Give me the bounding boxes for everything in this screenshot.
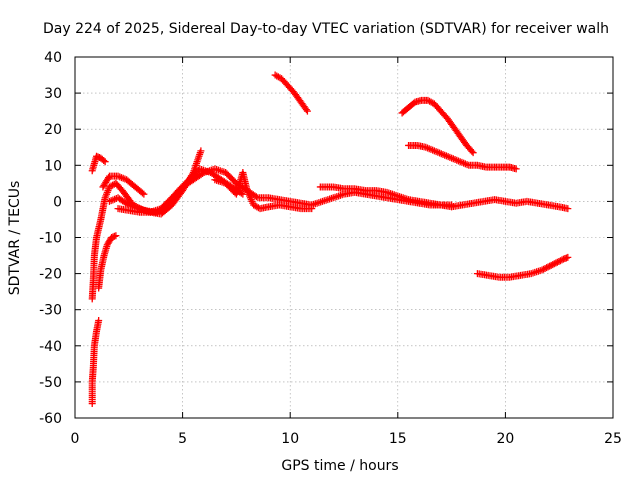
- series-arc-2: [88, 165, 247, 303]
- data-point: [556, 257, 564, 265]
- x-tick-label: 20: [496, 431, 514, 447]
- data-point: [550, 260, 558, 268]
- series-arc-10: [271, 71, 311, 115]
- data-point: [101, 158, 109, 166]
- series-arc-5: [99, 172, 148, 198]
- x-tick-label: 10: [281, 431, 299, 447]
- series-arc-8: [211, 169, 316, 213]
- y-axis-title: SDTVAR / TECUs: [7, 181, 23, 296]
- data-point: [188, 170, 196, 178]
- data-point: [549, 261, 557, 269]
- data-point: [123, 200, 131, 208]
- data-point: [140, 190, 148, 198]
- y-tick-label: -20: [39, 267, 62, 283]
- y-tick-label: -40: [39, 339, 62, 355]
- data-point: [555, 257, 563, 265]
- series-arc-11: [398, 96, 477, 157]
- axis-ticks: 0 5 10 15 20 25 -60 -50 -40 -30 -20 -10 0 10 20 30 40: [39, 50, 622, 447]
- data-point: [540, 265, 548, 273]
- x-tick-label: 25: [604, 431, 622, 447]
- x-tick-label: 15: [389, 431, 407, 447]
- x-axis-title: GPS time / hours: [281, 458, 398, 474]
- data-point: [512, 165, 520, 173]
- x-tick-label: 0: [71, 431, 80, 447]
- series-arc-13: [473, 253, 572, 281]
- data-point: [544, 263, 552, 271]
- data-point: [564, 205, 572, 213]
- series-arc-9: [316, 183, 456, 209]
- chart-title: Day 224 of 2025, Sidereal Day-to-day VTE…: [43, 21, 609, 37]
- data-point: [197, 147, 205, 155]
- y-tick-label: 40: [44, 50, 62, 66]
- data-point: [541, 264, 549, 272]
- data-point: [552, 259, 560, 267]
- data-point: [469, 149, 477, 157]
- data-point: [553, 258, 561, 266]
- data-point: [237, 189, 245, 197]
- y-tick-label: -60: [39, 411, 62, 427]
- data-point: [138, 189, 146, 197]
- data-point: [239, 190, 247, 198]
- data-point: [302, 106, 310, 114]
- data-point: [112, 232, 120, 240]
- y-tick-label: 20: [44, 122, 62, 138]
- series-arc-12: [405, 141, 520, 173]
- y-tick-label: 30: [44, 86, 62, 102]
- data-point: [564, 253, 572, 261]
- data-point: [199, 170, 207, 178]
- series-arc-3: [95, 232, 120, 292]
- y-tick-label: 0: [53, 194, 62, 210]
- y-tick-label: -50: [39, 375, 62, 391]
- data-point: [95, 317, 103, 325]
- data-point: [546, 262, 554, 270]
- series-arc-1: [88, 317, 103, 408]
- y-tick-label: 10: [44, 158, 62, 174]
- data-point: [543, 264, 551, 272]
- y-tick-label: -30: [39, 303, 62, 319]
- grid: [75, 57, 613, 418]
- data-point: [448, 201, 456, 209]
- data-point: [252, 193, 260, 201]
- y-tick-label: -10: [39, 231, 62, 247]
- series-arc-4: [88, 152, 109, 175]
- data-point: [468, 147, 476, 155]
- data-points: [88, 71, 572, 408]
- data-point: [308, 205, 316, 213]
- data-point: [547, 261, 555, 269]
- data-point: [303, 107, 311, 115]
- data-point: [100, 156, 108, 164]
- data-point: [538, 266, 546, 274]
- series-arc-7: [114, 165, 572, 216]
- x-tick-label: 5: [178, 431, 187, 447]
